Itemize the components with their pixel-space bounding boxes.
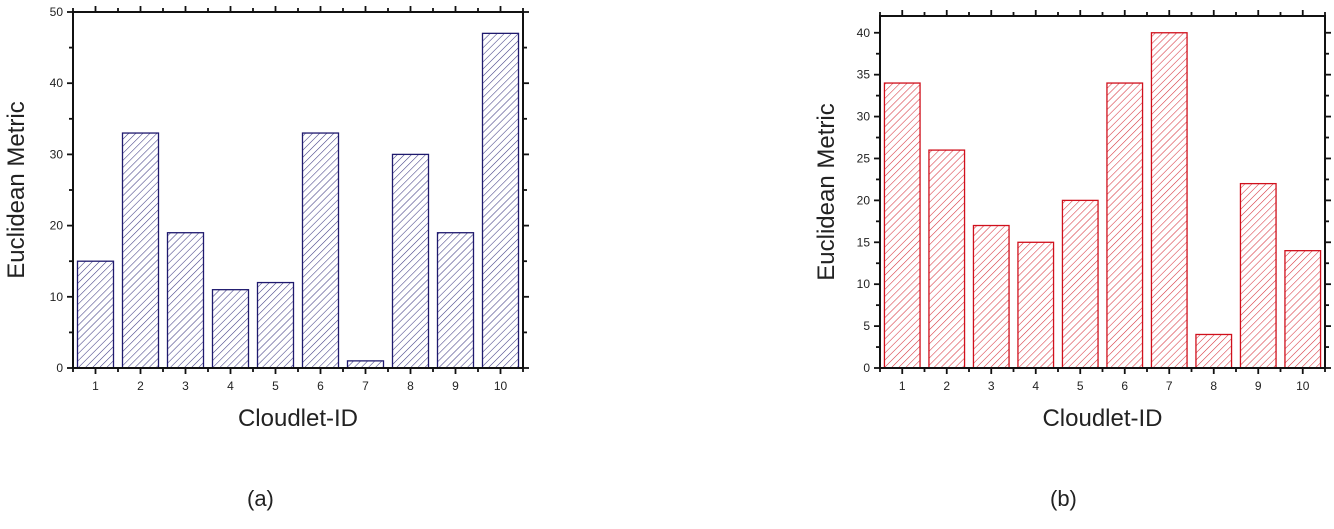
x-tick-label: 8 <box>407 379 414 393</box>
bar-chart-a: 0 10 20 30 40 50 1 2 3 4 5 6 7 8 9 10 Cloudlet-ID Euclide… <box>3 5 529 432</box>
x-tick-label: 2 <box>137 379 144 393</box>
y-axis-label: Euclidean Metric <box>3 101 30 278</box>
bar-cloudlet-1 <box>76 260 115 369</box>
x-tick-label: 7 <box>1166 379 1173 393</box>
bar-cloudlet-10 <box>1284 250 1322 369</box>
x-tick-label: 4 <box>1032 379 1039 393</box>
y-tick-label: 20 <box>50 219 64 233</box>
x-tick-label: 10 <box>1296 379 1310 393</box>
bar-cloudlet-6 <box>1106 82 1144 369</box>
x-tick-label: 3 <box>182 379 189 393</box>
x-tick-label: 8 <box>1210 379 1217 393</box>
x-tick-label: 1 <box>92 379 99 393</box>
y-tick-label: 10 <box>50 290 64 304</box>
chart-a: 0 10 20 30 40 50 1 2 3 4 5 6 7 8 9 10 Cloudlet-ID Euclide… <box>0 0 667 524</box>
y-tick-label: 35 <box>857 68 871 82</box>
y-tick-label: 30 <box>50 147 64 161</box>
y-tick-label: 15 <box>857 235 871 249</box>
bar-cloudlet-2 <box>928 149 966 369</box>
x-axis-label: Cloudlet-ID <box>1042 405 1162 432</box>
x-tick-label: 10 <box>494 379 508 393</box>
x-axis-label: Cloudlet-ID <box>238 405 358 432</box>
y-tick-label: 40 <box>857 26 871 40</box>
x-tick-label: 6 <box>1121 379 1128 393</box>
y-tick-label: 5 <box>863 319 870 333</box>
bar-cloudlet-1 <box>883 82 921 369</box>
x-tick-label: 9 <box>1255 379 1262 393</box>
x-tick-label: 2 <box>943 379 950 393</box>
caption-b: (b) <box>1050 486 1077 511</box>
y-tick-label: 50 <box>50 5 64 19</box>
y-tick-label: 25 <box>857 151 871 165</box>
y-tick-label: 20 <box>857 193 871 207</box>
bar-cloudlet-8 <box>391 153 430 369</box>
y-tick-label: 40 <box>50 76 64 90</box>
y-tick-label: 10 <box>857 277 871 291</box>
bar-cloudlet-6 <box>301 132 340 369</box>
bar-cloudlet-9 <box>1239 182 1277 369</box>
bar-cloudlet-5 <box>1061 199 1099 369</box>
x-tick-label: 5 <box>272 379 279 393</box>
x-tick-label: 4 <box>227 379 234 393</box>
y-tick-label: 30 <box>857 110 871 124</box>
bar-cloudlet-4 <box>211 289 250 369</box>
bar-cloudlet-9 <box>436 232 475 369</box>
x-tick-label: 1 <box>899 379 906 393</box>
y-tick-label: 0 <box>863 361 870 375</box>
x-tick-label: 9 <box>452 379 459 393</box>
x-tick-label: 6 <box>317 379 324 393</box>
x-tick-label: 5 <box>1077 379 1084 393</box>
bar-cloudlet-10 <box>481 32 520 369</box>
bar-cloudlet-3 <box>972 224 1010 369</box>
x-tick-label: 7 <box>362 379 369 393</box>
bar-cloudlet-2 <box>121 132 160 369</box>
y-tick-label: 0 <box>56 361 63 375</box>
bar-cloudlet-7 <box>1150 32 1188 369</box>
bar-cloudlet-4 <box>1017 241 1055 369</box>
x-tick-label: 3 <box>988 379 995 393</box>
bar-cloudlet-8 <box>1195 333 1233 369</box>
caption-a: (a) <box>247 486 274 511</box>
y-axis-label: Euclidean Metric <box>813 103 840 280</box>
